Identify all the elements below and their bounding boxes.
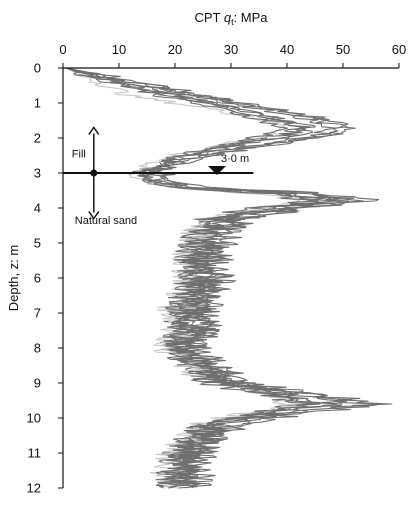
- y-tick-label: 3: [34, 166, 41, 181]
- y-tick-label: 1: [34, 96, 41, 111]
- x-axis-title-var: q: [224, 10, 232, 25]
- y-tick-label: 11: [28, 446, 42, 461]
- x-tick-label: 20: [168, 42, 182, 57]
- x-axis-title: CPT qt: MPa: [194, 10, 268, 27]
- series-line-8: [65, 67, 393, 489]
- y-axis-title: Depth, z: m: [6, 245, 21, 311]
- series-line-7: [65, 67, 321, 489]
- arrow-down-icon: [88, 211, 100, 220]
- water-table-label: 3·0 m: [221, 153, 249, 165]
- y-tick-label: 0: [34, 61, 41, 76]
- series-line-6: [65, 67, 349, 489]
- y-tick-label: 5: [34, 236, 41, 251]
- y-tick-label: 6: [34, 271, 41, 286]
- water-table-icon: [208, 166, 226, 175]
- x-axis-title-prefix: CPT: [194, 10, 223, 25]
- series-layer: [65, 67, 393, 489]
- y-tick-label: 7: [34, 306, 41, 321]
- x-tick-label: 60: [392, 42, 406, 57]
- x-axis-title-sub: t: [231, 17, 234, 27]
- interface-marker-dot: [90, 169, 98, 177]
- x-axis-title-suffix: : MPa: [234, 10, 269, 25]
- arrow-up-icon: [88, 126, 100, 135]
- y-tick-label: 4: [34, 201, 41, 216]
- natural-sand-label: Natural sand: [75, 215, 137, 227]
- x-tick-label: 10: [112, 42, 126, 57]
- x-tick-label: 30: [224, 42, 238, 57]
- y-tick-label: 2: [34, 131, 41, 146]
- y-tick-label: 8: [34, 341, 41, 356]
- y-tick-label: 12: [27, 481, 41, 496]
- fill-label: Fill: [72, 148, 86, 160]
- x-tick-label: 0: [59, 42, 66, 57]
- x-tick-label: 50: [336, 42, 350, 57]
- annotation-layer: Fill Natural sand 3·0 m: [63, 126, 254, 227]
- x-tick-label: 40: [280, 42, 294, 57]
- y-tick-label: 9: [34, 376, 41, 391]
- y-tick-label: 10: [27, 411, 41, 426]
